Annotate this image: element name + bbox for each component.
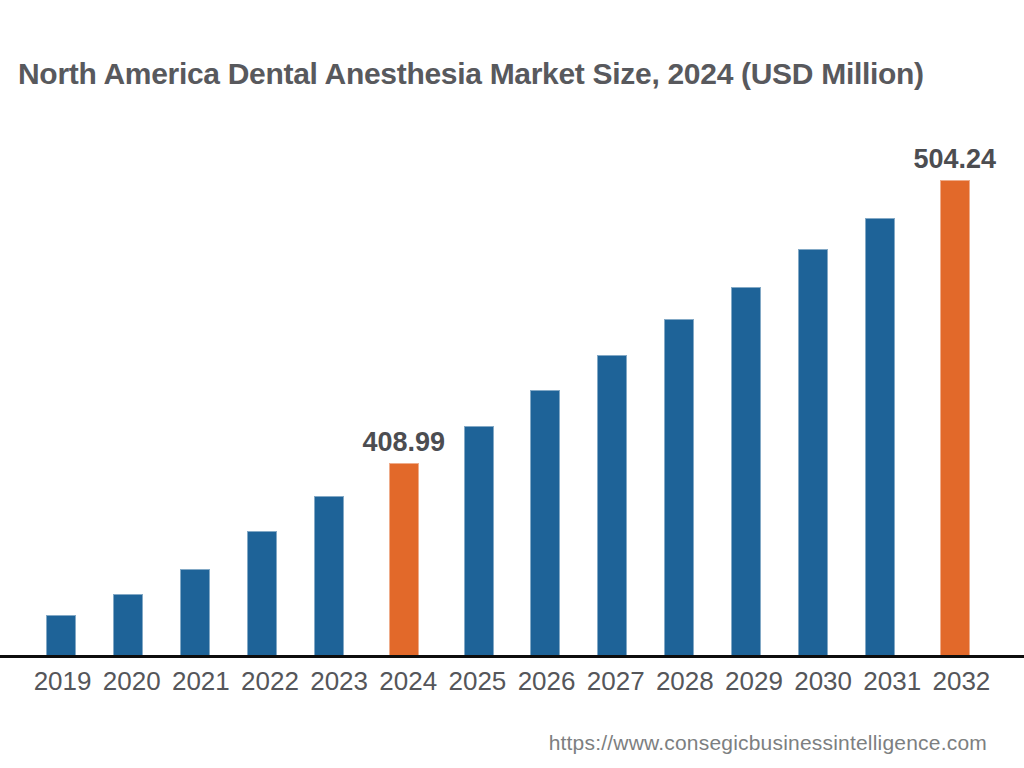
bar-2019 [46,615,76,657]
x-tick-2022: 2022 [235,667,304,697]
plot-area: 408.99 504.24 [28,130,996,657]
bar-slot-2019 [28,130,95,657]
bar-2022 [247,531,277,657]
x-tick-2021: 2021 [166,667,235,697]
bar-slot-2021 [162,130,229,657]
bar-2032 [940,180,970,657]
bar-2025 [464,426,494,657]
x-tick-2027: 2027 [581,667,650,697]
x-tick-2029: 2029 [719,667,788,697]
bar-2026 [530,390,560,658]
bar-2020 [113,594,143,657]
infographic-canvas: North America Dental Anesthesia Market S… [0,0,1024,768]
bar-slot-2032: 504.24 [913,130,996,657]
bar-2031 [865,218,895,657]
x-tick-2019: 2019 [28,667,97,697]
bar-slot-2025 [445,130,512,657]
x-tick-2023: 2023 [305,667,374,697]
bar-2023 [314,496,344,657]
bar-2021 [180,569,210,657]
bar-slot-2026 [512,130,579,657]
bar-slot-2023 [296,130,363,657]
value-label-2032: 504.24 [913,146,996,173]
source-url-link[interactable]: https://www.consegicbusinessintelligence… [549,731,987,755]
x-tick-2025: 2025 [443,667,512,697]
value-label-2024: 408.99 [363,429,446,456]
x-tick-2026: 2026 [512,667,581,697]
x-tick-2020: 2020 [97,667,166,697]
bar-slot-2030 [780,130,847,657]
bar-2024 [389,463,419,657]
bar-slot-2029 [713,130,780,657]
bar-2029 [731,287,761,657]
bar-slot-2028 [646,130,713,657]
bar-slot-2031 [847,130,914,657]
x-tick-2032: 2032 [927,667,996,697]
x-tick-2024: 2024 [374,667,443,697]
chart-title: North America Dental Anesthesia Market S… [18,57,924,91]
x-tick-2028: 2028 [650,667,719,697]
bar-2030 [798,249,828,657]
x-tick-2031: 2031 [858,667,927,697]
x-tick-2030: 2030 [789,667,858,697]
bar-slot-2020 [95,130,162,657]
bar-slot-2022 [229,130,296,657]
bar-slot-2027 [579,130,646,657]
x-axis-ticks: 2019202020212022202320242025202620272028… [28,667,996,697]
bar-2028 [664,319,694,657]
x-axis-line [0,655,1024,658]
bar-2027 [597,355,627,658]
bar-slot-2024: 408.99 [363,130,446,657]
